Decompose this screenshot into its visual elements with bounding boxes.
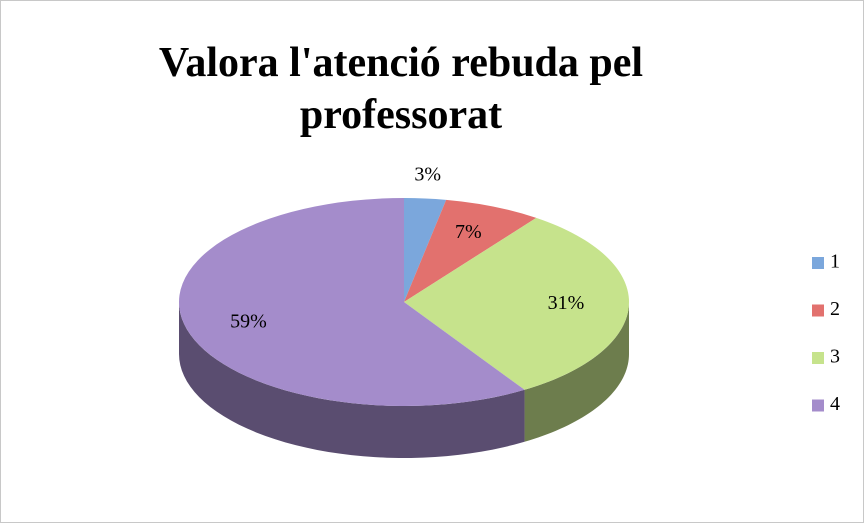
data-label: 59% (230, 310, 267, 332)
legend-swatch (812, 352, 824, 364)
pie-side (524, 302, 629, 442)
chart-title: Valora l'atenció rebuda pel professorat (158, 40, 644, 138)
data-label: 3% (414, 164, 441, 186)
data-label: 31% (548, 292, 585, 314)
legend-label: 2 (830, 298, 840, 320)
pie-slice (404, 199, 537, 302)
legend-label: 3 (830, 346, 840, 368)
pie-slice (404, 217, 630, 390)
pie-slice (404, 198, 447, 302)
legend-swatch (812, 304, 824, 317)
pie-side (179, 302, 525, 458)
legend-swatch (812, 257, 824, 269)
data-label: 7% (455, 221, 482, 243)
legend-label: 4 (830, 393, 840, 415)
pie-slice (178, 198, 525, 407)
legend-label: 1 (830, 251, 840, 273)
legend-swatch (812, 399, 824, 412)
